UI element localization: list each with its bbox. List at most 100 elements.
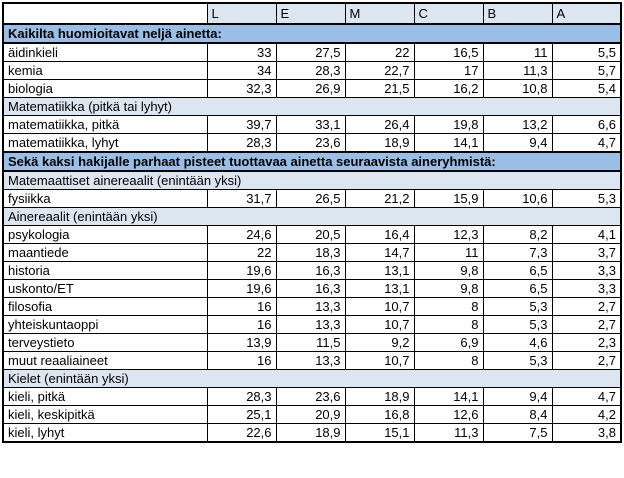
subject-label: matematiikka, pitkä xyxy=(2,115,208,134)
subject-label: kieli, keskipitkä xyxy=(2,405,208,424)
subject-label: historia xyxy=(2,261,208,280)
score-cell: 14,1 xyxy=(413,133,484,153)
column-header-e: E xyxy=(275,2,346,25)
score-cell: 26,5 xyxy=(275,189,346,208)
score-cell: 6,5 xyxy=(482,279,553,298)
section-title: Kaikilta huomioitavat neljä ainetta: xyxy=(2,23,622,44)
score-cell: 14,1 xyxy=(413,387,484,406)
subject-label: äidinkieli xyxy=(2,42,208,62)
score-cell: 3,3 xyxy=(551,279,622,298)
score-cell: 16,5 xyxy=(413,42,484,62)
subsection-header-row: Matemaattiset ainereaalit (enintään yksi… xyxy=(2,170,622,190)
score-cell: 23,6 xyxy=(275,133,346,153)
table-row: biologia 32,3 26,9 21,5 16,2 10,8 5,4 xyxy=(2,79,622,98)
score-cell: 10,7 xyxy=(344,351,415,370)
score-cell: 24,6 xyxy=(206,225,277,244)
table-row: yhteiskuntaoppi 16 13,3 10,7 8 5,3 2,7 xyxy=(2,315,622,334)
score-cell: 22 xyxy=(344,42,415,62)
section-title: Sekä kaksi hakijalle parhaat pisteet tuo… xyxy=(2,151,622,172)
table-row: fysiikka 31,7 26,5 21,2 15,9 10,6 5,3 xyxy=(2,189,622,208)
score-cell: 15,1 xyxy=(344,423,415,443)
table-row: kieli, pitkä 28,3 23,6 18,9 14,1 9,4 4,7 xyxy=(2,387,622,406)
document-page: L E M C B A Kaikilta huomioitavat neljä … xyxy=(2,2,622,443)
score-cell: 8 xyxy=(413,351,484,370)
score-cell: 33,1 xyxy=(275,115,346,134)
score-cell: 13,1 xyxy=(344,279,415,298)
table-row: historia 19,6 16,3 13,1 9,8 6,5 3,3 xyxy=(2,261,622,280)
score-cell: 16,3 xyxy=(275,261,346,280)
score-cell: 34 xyxy=(206,61,277,80)
score-cell: 16 xyxy=(206,315,277,334)
table-row: matematiikka, lyhyt 28,3 23,6 18,9 14,1 9,4 4,… xyxy=(2,133,622,153)
score-cell: 18,9 xyxy=(344,133,415,153)
table-row: terveystieto 13,9 11,5 9,2 6,9 4,6 2,3 xyxy=(2,333,622,352)
score-cell: 16,3 xyxy=(275,279,346,298)
score-cell: 32,3 xyxy=(206,79,277,98)
score-cell: 10,7 xyxy=(344,315,415,334)
score-cell: 4,7 xyxy=(551,387,622,406)
score-cell: 27,5 xyxy=(275,42,346,62)
score-cell: 18,9 xyxy=(275,423,346,443)
score-cell: 12,6 xyxy=(413,405,484,424)
score-cell: 13,3 xyxy=(275,315,346,334)
subject-label: kieli, lyhyt xyxy=(2,423,208,443)
score-cell: 16 xyxy=(206,297,277,316)
score-cell: 13,3 xyxy=(275,351,346,370)
score-cell: 19,6 xyxy=(206,279,277,298)
subject-label: yhteiskuntaoppi xyxy=(2,315,208,334)
score-cell: 6,9 xyxy=(413,333,484,352)
score-cell: 10,7 xyxy=(344,297,415,316)
score-cell: 4,1 xyxy=(551,225,622,244)
subject-label: biologia xyxy=(2,79,208,98)
score-cell: 6,6 xyxy=(551,115,622,134)
subject-label: kemia xyxy=(2,61,208,80)
score-cell: 13,2 xyxy=(482,115,553,134)
section-title: Matematiikka (pitkä tai lyhyt) xyxy=(2,97,622,116)
subject-label: uskonto/ET xyxy=(2,279,208,298)
subject-label: matematiikka, lyhyt xyxy=(2,133,208,153)
score-cell: 21,2 xyxy=(344,189,415,208)
score-cell: 14,7 xyxy=(344,243,415,262)
score-cell: 11,3 xyxy=(482,61,553,80)
score-cell: 4,2 xyxy=(551,405,622,424)
score-cell: 4,6 xyxy=(482,333,553,352)
column-header-m: M xyxy=(344,2,415,25)
score-cell: 5,7 xyxy=(551,61,622,80)
section-title: Ainereaalit (enintään yksi) xyxy=(2,207,622,226)
score-cell: 3,7 xyxy=(551,243,622,262)
score-cell: 28,3 xyxy=(206,133,277,153)
subject-label: kieli, pitkä xyxy=(2,387,208,406)
score-cell: 13,1 xyxy=(344,261,415,280)
column-header-l: L xyxy=(206,2,277,25)
score-cell: 9,2 xyxy=(344,333,415,352)
score-cell: 12,3 xyxy=(413,225,484,244)
subject-label: terveystieto xyxy=(2,333,208,352)
score-cell: 5,3 xyxy=(482,297,553,316)
score-cell: 19,6 xyxy=(206,261,277,280)
score-cell: 3,8 xyxy=(551,423,622,443)
score-cell: 2,7 xyxy=(551,351,622,370)
score-cell: 23,6 xyxy=(275,387,346,406)
grade-header-row: L E M C B A xyxy=(2,2,622,25)
score-cell: 9,4 xyxy=(482,387,553,406)
score-cell: 22,6 xyxy=(206,423,277,443)
table-row: muut reaaliaineet 16 13,3 10,7 8 5,3 2,7 xyxy=(2,351,622,370)
score-cell: 16 xyxy=(206,351,277,370)
table-row: psykologia 24,6 20,5 16,4 12,3 8,2 4,1 xyxy=(2,225,622,244)
score-cell: 20,9 xyxy=(275,405,346,424)
score-cell: 19,8 xyxy=(413,115,484,134)
score-cell: 6,5 xyxy=(482,261,553,280)
score-cell: 8,2 xyxy=(482,225,553,244)
subsection-header-row: Ainereaalit (enintään yksi) xyxy=(2,207,622,226)
score-cell: 7,5 xyxy=(482,423,553,443)
score-cell: 31,7 xyxy=(206,189,277,208)
score-cell: 28,3 xyxy=(275,61,346,80)
subject-label: filosofia xyxy=(2,297,208,316)
score-cell: 9,4 xyxy=(482,133,553,153)
score-cell: 13,9 xyxy=(206,333,277,352)
subsection-header-row: Matematiikka (pitkä tai lyhyt) xyxy=(2,97,622,116)
table-row: kemia 34 28,3 22,7 17 11,3 5,7 xyxy=(2,61,622,80)
score-cell: 21,5 xyxy=(344,79,415,98)
score-cell: 16,8 xyxy=(344,405,415,424)
score-cell: 15,9 xyxy=(413,189,484,208)
